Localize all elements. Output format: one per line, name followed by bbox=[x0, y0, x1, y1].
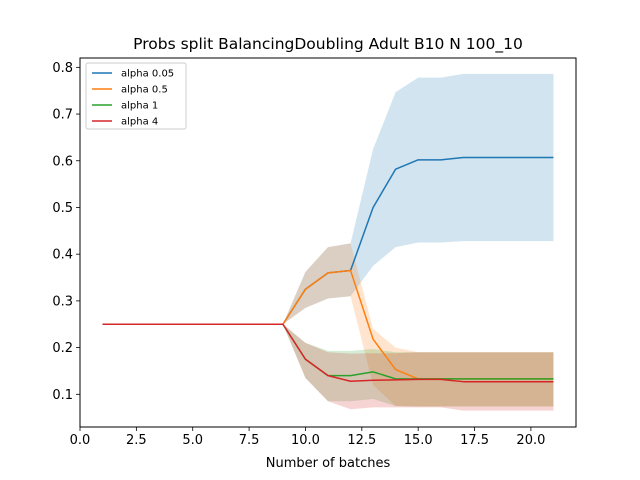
y-tick-label: 0.4 bbox=[52, 248, 73, 263]
y-tick-label: 0.1 bbox=[52, 388, 73, 403]
band-series-3 bbox=[102, 324, 554, 411]
y-tick-label: 0.2 bbox=[52, 341, 73, 356]
y-tick-label: 0.6 bbox=[52, 154, 73, 169]
x-tick-label: 0.0 bbox=[70, 433, 91, 448]
legend-label: alpha 0.5 bbox=[121, 85, 168, 96]
legend-label: alpha 0.05 bbox=[121, 69, 174, 80]
band-series-1 bbox=[102, 243, 554, 407]
confidence-bands bbox=[102, 73, 554, 411]
x-axis: 0.0 2.5 5.0 7.5 10.0 12.5 15.0 17.5 20.0 bbox=[70, 427, 545, 448]
band-series-2 bbox=[102, 324, 554, 407]
y-axis: 0.1 0.2 0.3 0.4 0.5 0.6 0.7 0.8 bbox=[52, 61, 80, 403]
plot-frame bbox=[79, 57, 577, 428]
x-tick-label: 10.0 bbox=[291, 433, 320, 448]
series-lines bbox=[102, 156, 554, 383]
x-tick-label: 2.5 bbox=[126, 433, 147, 448]
legend: alpha 0.05 alpha 0.5 alpha 1 alpha 4 bbox=[85, 62, 187, 130]
chart-title: Probs split BalancingDoubling Adult B10 … bbox=[133, 35, 523, 54]
y-tick-label: 0.8 bbox=[52, 61, 73, 76]
x-tick-label: 15.0 bbox=[404, 433, 433, 448]
x-tick-label: 12.5 bbox=[347, 433, 376, 448]
y-tick-label: 0.3 bbox=[52, 294, 73, 309]
legend-label: alpha 1 bbox=[121, 101, 158, 112]
band-series-0 bbox=[102, 73, 554, 325]
x-tick-label: 20.0 bbox=[516, 433, 545, 448]
x-axis-title: Number of batches bbox=[266, 456, 391, 471]
x-tick-label: 7.5 bbox=[239, 433, 260, 448]
y-tick-label: 0.7 bbox=[52, 108, 73, 123]
x-tick-label: 5.0 bbox=[182, 433, 203, 448]
line-series-3 bbox=[102, 323, 554, 383]
y-tick-label: 0.5 bbox=[52, 201, 73, 216]
x-tick-label: 17.5 bbox=[460, 433, 489, 448]
legend-label: alpha 4 bbox=[121, 117, 158, 128]
legend-box bbox=[85, 62, 187, 130]
